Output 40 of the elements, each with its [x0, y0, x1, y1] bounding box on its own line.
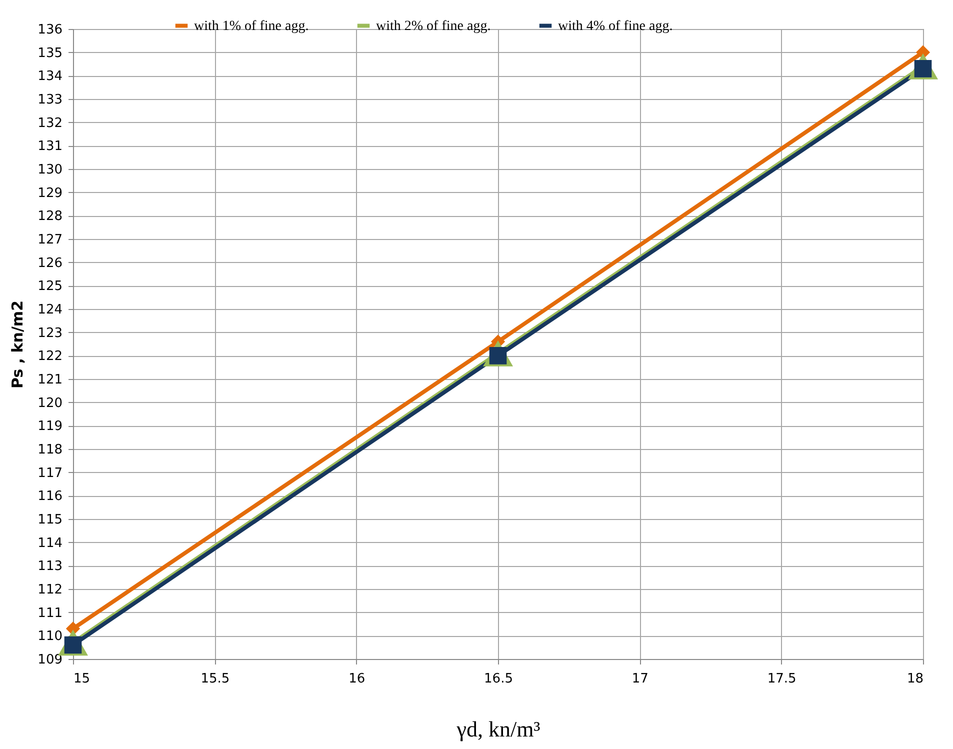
y-tick-label: 115 [38, 512, 62, 528]
x-tick-label: 16 [348, 672, 366, 686]
y-tick-label: 123 [38, 326, 62, 341]
y-axis-title: Ps , kn/m2 [8, 300, 27, 389]
x-tick-label: 18 [906, 672, 924, 686]
legend-label: with 4% of fine agg. [558, 18, 673, 34]
y-tick-label: 111 [38, 606, 62, 621]
legend-label: with 2% of fine agg. [376, 18, 491, 34]
y-tick-label: 126 [38, 256, 62, 271]
y-tick-label: 135 [38, 46, 62, 61]
y-tick-label: 113 [38, 559, 62, 574]
x-tick-label: 17.5 [767, 672, 796, 686]
x-axis-title: γd, kn/m³ [456, 716, 541, 742]
y-tick-label: 133 [38, 92, 62, 108]
y-tick-label: 118 [38, 442, 62, 458]
y-tick-label: 134 [38, 69, 62, 84]
y-tick-label: 124 [38, 302, 62, 318]
y-tick-label: 114 [38, 536, 62, 551]
x-tick-label: 16.5 [484, 672, 513, 686]
y-tick-label: 119 [38, 419, 62, 434]
x-tick-label: 15.5 [200, 672, 230, 686]
y-tick-label: 136 [38, 22, 62, 38]
y-tick-label: 132 [38, 116, 62, 131]
y-tick-label: 129 [38, 186, 62, 201]
y-tick-label: 130 [38, 162, 62, 178]
y-tick-label: 109 [38, 652, 62, 668]
y-tick-label: 110 [38, 629, 62, 644]
x-tick-label: 15 [74, 672, 90, 686]
y-tick-label: 112 [38, 582, 62, 598]
y-tick-label: 127 [38, 232, 62, 248]
legend-label: with 1% of fine agg. [194, 18, 309, 34]
y-tick-label: 128 [38, 209, 62, 224]
y-tick-label: 122 [38, 349, 62, 364]
y-tick-label: 125 [38, 279, 62, 294]
y-tick-label: 131 [38, 139, 62, 154]
y-tick-label: 117 [38, 466, 62, 481]
y-tick-label: 120 [38, 396, 62, 411]
y-tick-label: 116 [38, 489, 62, 504]
y-tick-label: 121 [38, 372, 62, 388]
x-tick-label: 17 [632, 672, 648, 686]
